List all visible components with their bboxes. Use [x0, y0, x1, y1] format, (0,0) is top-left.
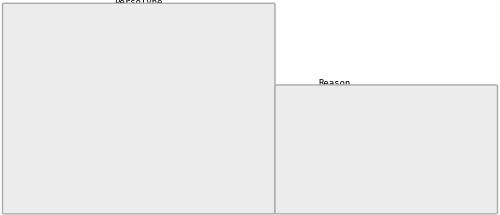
Bar: [43, 113, 46, 118]
Text: 10.53%: 10.53%: [15, 198, 42, 204]
Bar: [43, 175, 46, 178]
Bar: [43, 163, 49, 165]
Bar: [43, 28, 46, 33]
Text: 0.00%: 0.00%: [20, 40, 42, 46]
Text: 5.26%: 5.26%: [20, 101, 42, 107]
Text: INTP: INTP: [124, 148, 142, 157]
Text: Political: Political: [436, 168, 480, 177]
Text: ESFP: ESFP: [124, 75, 142, 84]
Text: ESTP: ESTP: [124, 99, 142, 108]
Text: 10.53%: 10.53%: [15, 52, 42, 58]
Text: INTJ: INTJ: [124, 135, 142, 144]
Text: 15.79%: 15.79%: [15, 137, 42, 143]
Text: 0.00%: 0.00%: [20, 113, 42, 119]
Text: Educational: Educational: [436, 124, 490, 133]
Bar: [43, 54, 49, 56]
Text: ISTJ: ISTJ: [124, 184, 142, 193]
Bar: [43, 137, 55, 143]
Text: ISFP: ISFP: [124, 172, 142, 181]
Bar: [43, 186, 47, 191]
Text: 0.00%: 0.00%: [20, 28, 42, 34]
Bar: [316, 146, 424, 155]
Text: 0.00%: 0.00%: [20, 16, 42, 22]
Text: ISFJ: ISFJ: [124, 160, 142, 169]
Text: 5.26%: 5.26%: [20, 76, 42, 82]
Text: ENTJ: ENTJ: [124, 38, 142, 48]
Text: ENFP: ENFP: [124, 26, 142, 35]
Text: 0.00%: 0.00%: [290, 168, 314, 177]
Bar: [43, 187, 46, 190]
Bar: [43, 78, 46, 80]
Bar: [43, 125, 51, 131]
Bar: [43, 161, 51, 167]
Bar: [316, 125, 424, 132]
Bar: [43, 200, 49, 202]
Bar: [43, 66, 49, 68]
Bar: [43, 149, 51, 155]
Text: INFJ: INFJ: [124, 111, 142, 120]
Bar: [43, 103, 46, 105]
Bar: [43, 139, 51, 141]
Text: ENFJ: ENFJ: [124, 14, 142, 23]
Text: 10.53%: 10.53%: [15, 149, 42, 155]
Text: 0.00%: 0.00%: [20, 88, 42, 94]
Bar: [43, 127, 49, 129]
Text: PersoType: PersoType: [114, 0, 163, 7]
Text: ESTJ: ESTJ: [124, 87, 142, 96]
Text: INFP: INFP: [124, 123, 142, 132]
Text: 10.53%: 10.53%: [15, 161, 42, 167]
Bar: [43, 101, 47, 106]
Text: Reason: Reason: [318, 79, 350, 88]
Text: 0.00%: 0.00%: [290, 102, 314, 111]
Text: 100.00%: 100.00%: [282, 146, 314, 155]
Text: 5.26%: 5.26%: [20, 173, 42, 179]
Text: 0.00%: 0.00%: [290, 190, 314, 199]
Text: ENTP: ENTP: [124, 51, 142, 60]
Bar: [43, 52, 51, 58]
Bar: [43, 16, 46, 21]
Bar: [43, 198, 51, 203]
Text: 0.00%: 0.00%: [290, 124, 314, 133]
Bar: [43, 41, 46, 45]
Text: ESFJ: ESFJ: [124, 63, 142, 72]
Text: Socio-Cult...: Socio-Cult...: [436, 190, 499, 199]
Text: ISTP: ISTP: [124, 196, 142, 205]
Text: 10.53%: 10.53%: [15, 125, 42, 131]
Text: Location: Location: [436, 146, 475, 155]
Bar: [43, 89, 46, 94]
Bar: [43, 174, 47, 179]
Bar: [316, 150, 422, 155]
Bar: [43, 151, 49, 153]
Text: Easier: Easier: [436, 102, 465, 111]
Bar: [43, 64, 51, 70]
Bar: [43, 77, 47, 82]
Text: 5.26%: 5.26%: [20, 186, 42, 192]
Text: 10.53%: 10.53%: [15, 64, 42, 70]
